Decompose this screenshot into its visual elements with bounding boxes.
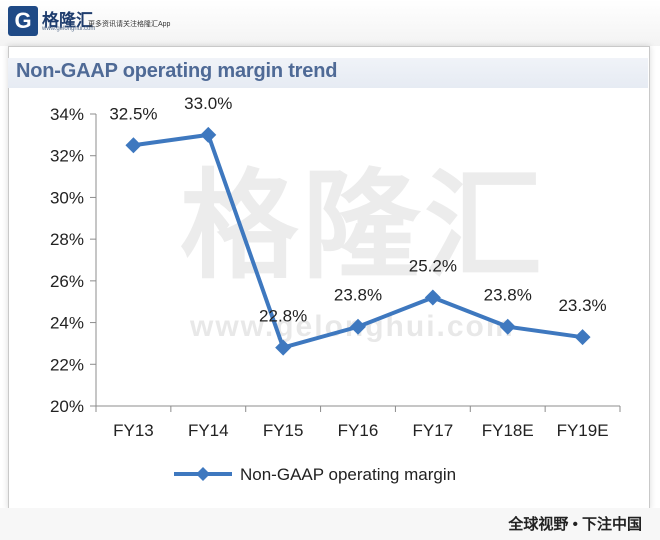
chart-title: Non-GAAP operating margin trend xyxy=(16,60,338,82)
data-label: 33.0% xyxy=(184,94,232,113)
y-tick-label: 22% xyxy=(50,355,84,374)
data-label: 23.8% xyxy=(484,286,532,305)
data-point-marker xyxy=(499,318,516,335)
logo-text: 格隆汇 xyxy=(42,11,93,30)
x-tick-label: FY17 xyxy=(413,421,454,440)
y-tick-label: 30% xyxy=(50,188,84,207)
y-tick-label: 28% xyxy=(50,230,84,249)
x-tick-label: FY14 xyxy=(188,421,229,440)
logo-url: www.gelonghui.com xyxy=(42,26,96,32)
y-tick-label: 20% xyxy=(50,397,84,416)
x-tick-label: FY16 xyxy=(338,421,379,440)
data-label: 25.2% xyxy=(409,257,457,276)
x-tick-label: FY13 xyxy=(113,421,154,440)
data-point-marker xyxy=(200,126,217,143)
x-tick-label: FY19E xyxy=(557,421,609,440)
y-tick-label: 26% xyxy=(50,272,84,291)
x-tick-label: FY18E xyxy=(482,421,534,440)
x-tick-label: FY15 xyxy=(263,421,304,440)
top-bar: G 格隆汇 www.gelonghui.com 更多资讯请关注格隆汇App xyxy=(0,0,660,46)
logo-icon: G xyxy=(8,6,38,36)
bottom-bar xyxy=(0,508,660,540)
title-band xyxy=(8,58,648,88)
legend-label: Non-GAAP operating margin xyxy=(240,465,456,484)
data-point-marker xyxy=(125,137,142,154)
y-tick-label: 24% xyxy=(50,314,84,333)
footer-slogan: 全球视野 • 下注中国 xyxy=(508,516,642,533)
data-label: 22.8% xyxy=(259,307,307,326)
data-point-marker xyxy=(574,329,591,346)
y-tick-label: 32% xyxy=(50,147,84,166)
data-point-marker xyxy=(275,339,292,356)
y-tick-label: 34% xyxy=(50,105,84,124)
data-point-marker xyxy=(424,289,441,306)
series-line xyxy=(133,132,583,350)
legend-swatch-marker xyxy=(196,467,210,481)
logo-slogan: 更多资讯请关注格隆汇App xyxy=(88,21,171,28)
data-point-marker xyxy=(350,318,366,335)
data-label: 23.8% xyxy=(334,286,382,305)
data-label: 23.3% xyxy=(558,296,606,315)
data-label: 32.5% xyxy=(109,104,157,123)
